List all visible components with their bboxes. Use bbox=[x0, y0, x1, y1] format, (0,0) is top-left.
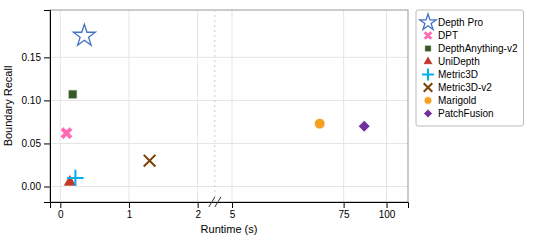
grid-line-y bbox=[50, 57, 408, 58]
y-tick-label: 0.05 bbox=[22, 138, 42, 149]
y-tick: 0.00 bbox=[22, 181, 50, 192]
legend-symbol bbox=[424, 97, 432, 105]
x-tick-label: 75 bbox=[339, 209, 351, 220]
grid-line-y bbox=[50, 186, 408, 187]
grid bbox=[50, 10, 408, 202]
legend-label: Marigold bbox=[438, 95, 476, 106]
legend-symbol bbox=[420, 14, 436, 30]
legend-symbol bbox=[425, 45, 432, 52]
grid-line-x bbox=[232, 10, 233, 202]
legend-box bbox=[416, 10, 524, 126]
x-tick-label: 0 bbox=[58, 209, 64, 220]
x-tick-mark bbox=[198, 202, 199, 208]
grid-line-x bbox=[60, 10, 61, 202]
legend-label: DepthAnything-v2 bbox=[438, 43, 518, 54]
plot-frame bbox=[50, 10, 408, 202]
point bbox=[144, 155, 156, 167]
grid-line-y bbox=[50, 143, 408, 144]
legend-label: PatchFusion bbox=[438, 108, 494, 119]
grid-line-x bbox=[343, 10, 344, 202]
grid-line-x bbox=[128, 10, 129, 202]
y-tick: 0.15 bbox=[22, 52, 50, 63]
legend-label: Metric3D-v2 bbox=[438, 82, 492, 93]
x-tick-mark bbox=[232, 202, 233, 208]
legend-label: Metric3D bbox=[438, 69, 478, 80]
x-tick: 2 bbox=[195, 202, 201, 220]
x-tick-label: 1 bbox=[127, 209, 133, 220]
legend-symbol bbox=[422, 68, 434, 80]
x-tick-label: 5 bbox=[230, 209, 236, 220]
legend: Depth Pro DPT DepthAnything-v2 UniDepth Metr… bbox=[416, 10, 524, 126]
legend-symbol bbox=[424, 109, 433, 118]
point bbox=[73, 24, 95, 45]
legend-symbol bbox=[424, 83, 433, 92]
axis-break-mark bbox=[215, 197, 221, 207]
legend-label: Depth Pro bbox=[438, 17, 483, 28]
y-tick-label: 0.00 bbox=[22, 181, 42, 192]
x-axis: 0 1 2 5 75 100 bbox=[51, 202, 409, 220]
legend-symbol bbox=[423, 56, 433, 65]
grid-line-x bbox=[386, 10, 387, 202]
legend-label: UniDepth bbox=[438, 56, 480, 67]
x-tick-label: 2 bbox=[195, 209, 201, 220]
y-tick-mark bbox=[44, 143, 50, 144]
x-tick: 1 bbox=[127, 202, 133, 220]
y-axis-title: Boundary Recall bbox=[2, 66, 14, 147]
legend-label: DPT bbox=[438, 30, 458, 41]
y-axis-line bbox=[44, 11, 51, 203]
point bbox=[67, 170, 83, 186]
grid-line-x bbox=[197, 10, 198, 202]
grid-line-y bbox=[50, 100, 408, 101]
y-tick-mark bbox=[44, 100, 50, 101]
y-tick-label: 0.15 bbox=[22, 52, 42, 63]
point bbox=[358, 120, 370, 132]
x-tick-mark bbox=[60, 202, 61, 208]
x-tick-mark bbox=[129, 202, 130, 208]
legend-symbol bbox=[421, 28, 435, 42]
y-tick: 0.05 bbox=[22, 138, 50, 149]
y-tick-mark bbox=[44, 187, 50, 188]
points bbox=[57, 24, 370, 186]
x-tick-mark bbox=[344, 202, 345, 208]
x-tick: 5 bbox=[230, 202, 236, 220]
x-tick: 0 bbox=[58, 202, 64, 220]
x-tick: 75 bbox=[339, 202, 351, 220]
axis-break-line bbox=[214, 10, 215, 202]
y-tick: 0.10 bbox=[22, 95, 50, 106]
plot: 0 1 2 5 75 100 0.00 0.05 0.10 0.15 Runtime (s) Boun… bbox=[2, 10, 524, 235]
point bbox=[68, 90, 77, 99]
chart: 0 1 2 5 75 100 0.00 0.05 0.10 0.15 Runtime (s) Boun… bbox=[0, 0, 548, 238]
point bbox=[57, 124, 76, 143]
y-tick-mark bbox=[44, 57, 50, 58]
x-tick: 100 bbox=[379, 202, 396, 220]
point bbox=[314, 118, 325, 129]
x-tick-mark bbox=[387, 202, 388, 208]
y-axis: 0.00 0.05 0.10 0.15 bbox=[22, 11, 51, 203]
axis-break bbox=[209, 10, 221, 207]
x-axis-line bbox=[51, 203, 409, 209]
y-tick-label: 0.10 bbox=[22, 95, 42, 106]
x-axis-title: Runtime (s) bbox=[201, 223, 258, 235]
x-tick-label: 100 bbox=[379, 209, 396, 220]
axis-break-mark bbox=[209, 197, 215, 207]
